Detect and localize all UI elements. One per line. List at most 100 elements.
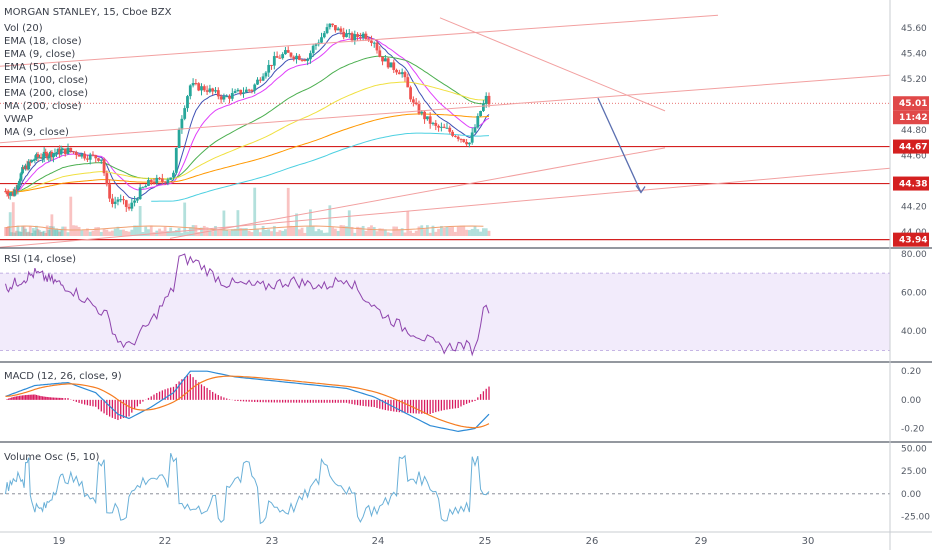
candle-body: [258, 79, 262, 81]
ema200-line: [5, 113, 490, 193]
candle-body: [336, 28, 340, 31]
candle-body: [202, 86, 206, 91]
macd-line: [5, 370, 490, 433]
candle-body: [414, 102, 418, 105]
volume-osc-title[interactable]: Volume Osc (5, 10): [4, 452, 99, 463]
volume-bar: [58, 231, 62, 236]
volume-bar: [392, 226, 396, 236]
volume-bar: [459, 225, 463, 236]
volume-osc-tick-label: 25.00: [901, 467, 927, 477]
candle-body: [74, 152, 78, 156]
macd-title[interactable]: MACD (12, 26, close, 9): [4, 371, 122, 382]
volume-bar: [14, 230, 18, 236]
macd-tick-label: 0.20: [901, 367, 921, 377]
volume-bar: [24, 228, 28, 236]
candle-body: [33, 158, 37, 161]
candle-body: [284, 50, 287, 55]
price-tick-label: 45.60: [901, 24, 927, 34]
candle-body: [275, 56, 279, 58]
volume-bar: [61, 226, 65, 236]
candle-body: [403, 72, 407, 78]
rsi-title[interactable]: RSI (14, close): [4, 254, 76, 265]
candle-body: [219, 96, 223, 100]
volume-bar: [417, 226, 421, 236]
volume-bar: [22, 226, 26, 236]
candle-body: [122, 199, 125, 201]
time-tick-label: 22: [159, 536, 172, 547]
price-tag-label: 43.94: [899, 236, 927, 246]
candle-body: [4, 191, 7, 193]
price-tag-box: [893, 139, 929, 154]
volume-bar: [45, 225, 49, 236]
candle-body: [306, 59, 310, 61]
volume-bar: [411, 232, 415, 236]
volume-bar: [188, 227, 192, 236]
volume-bar: [230, 229, 234, 236]
candle-body: [16, 185, 20, 190]
volume-bar: [113, 228, 117, 236]
candle-body: [389, 62, 393, 68]
candle-body: [392, 62, 396, 70]
volume-bar: [135, 225, 139, 236]
candle-body: [31, 160, 35, 162]
candle-body: [152, 181, 156, 184]
volume-bar: [180, 232, 184, 236]
candle-body: [465, 142, 468, 145]
candle-body: [56, 148, 60, 153]
volume-bar: [122, 229, 125, 236]
legend-ema18[interactable]: EMA (18, close): [4, 36, 82, 47]
legend-ma9[interactable]: MA (9, close): [4, 127, 69, 138]
volume-bar: [21, 226, 24, 236]
candle-body: [197, 83, 201, 91]
volume-bar: [467, 230, 471, 236]
legend-vol[interactable]: Vol (20): [4, 23, 43, 34]
volume-bar: [462, 225, 466, 236]
volume-bar: [28, 226, 32, 236]
time-tick-label: 26: [586, 536, 599, 547]
candle-body: [476, 116, 480, 128]
candle-body: [149, 180, 153, 182]
candle-body: [264, 72, 268, 77]
candle-body: [364, 33, 368, 40]
candle-body: [10, 192, 14, 194]
legend-ema100[interactable]: EMA (100, close): [4, 75, 88, 86]
candle-body: [320, 37, 323, 43]
legend-ema50[interactable]: EMA (50, close): [4, 62, 82, 73]
projection-arrow-head: [635, 185, 646, 194]
rsi-tick-label: 80.00: [901, 250, 927, 260]
legend-ema200[interactable]: EMA (200, close): [4, 88, 88, 99]
candle-body: [30, 160, 34, 163]
candle-body: [52, 153, 55, 158]
candle-body: [345, 33, 348, 38]
volume-bar: [311, 225, 315, 236]
price-tags: 45.01 11:42 44.67 44.38 43.94: [893, 96, 929, 247]
candle-body: [253, 84, 257, 91]
candle-body: [261, 76, 265, 81]
legend-vwap[interactable]: VWAP: [4, 114, 33, 125]
candle-body: [188, 85, 192, 97]
candle-body: [230, 92, 234, 99]
volume-bar: [278, 230, 282, 236]
volume-bar: [33, 230, 37, 236]
macd-tick-label: -0.20: [901, 425, 925, 435]
legend-ema9[interactable]: EMA (9, close): [4, 49, 75, 60]
candle-body: [91, 154, 95, 156]
trend-lines: [0, 14, 891, 248]
candle-body: [297, 55, 301, 60]
candle-body: [292, 56, 296, 59]
candle-body: [211, 88, 215, 92]
candle-body: [180, 118, 184, 130]
volume-bar: [322, 232, 326, 236]
candle-body: [35, 154, 38, 159]
legend-ma200[interactable]: MA (200, close): [4, 101, 82, 112]
volume-bar: [414, 230, 418, 236]
price-tick-label: 45.20: [901, 75, 927, 85]
volume-bar: [130, 229, 134, 236]
volume-bar: [138, 206, 142, 236]
volume-bar: [364, 230, 368, 236]
volume-bar: [200, 227, 203, 236]
volume-bar: [77, 226, 81, 236]
volume-bar: [409, 230, 412, 236]
candle-body: [94, 155, 98, 159]
